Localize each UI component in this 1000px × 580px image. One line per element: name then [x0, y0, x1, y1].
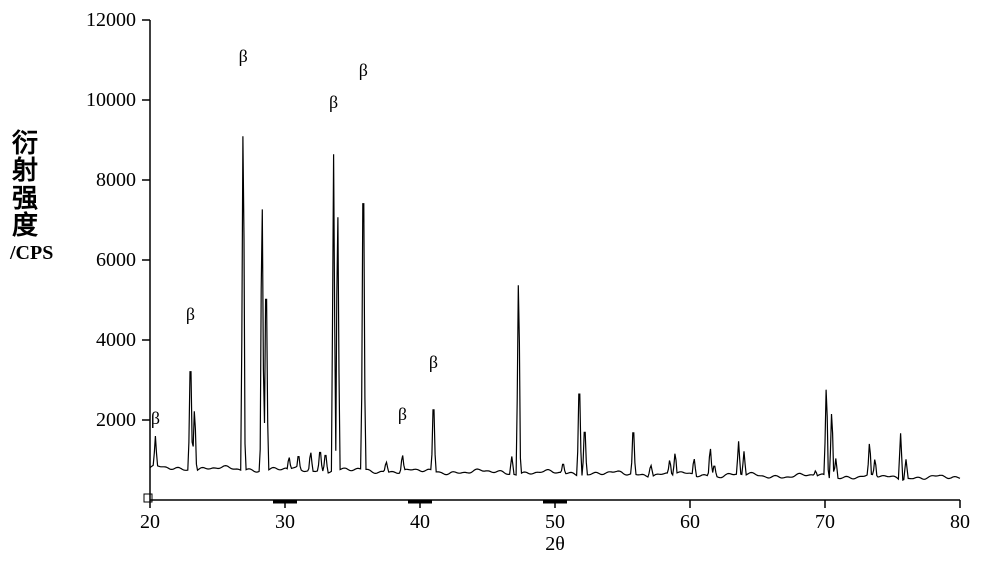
xrd-chart: 衍射强度 /CPS 20 30 40 50 60 70 80 2000 4000 6000 8000… — [10, 10, 990, 570]
y-tick-label: 8000 — [96, 169, 136, 191]
y-tick-label: 10000 — [86, 89, 136, 111]
y-axis-title-unit: /CPS — [10, 243, 40, 264]
y-tick-label: 4000 — [96, 329, 136, 351]
x-tick-label: 30 — [275, 511, 295, 533]
x-tick-label: 80 — [950, 511, 970, 533]
y-tick-label: 6000 — [96, 249, 136, 271]
x-tick-label: 20 — [140, 511, 160, 533]
x-axis-title: 2θ — [545, 533, 565, 555]
peak-label-beta: β — [151, 408, 160, 428]
spectrum-line — [150, 136, 960, 480]
peak-label-beta: β — [429, 352, 438, 372]
peak-label-beta: β — [239, 46, 248, 66]
peak-label-beta: β — [359, 60, 368, 80]
x-tick-label: 50 — [545, 511, 565, 533]
plot-svg: 20 30 40 50 60 70 80 2000 4000 6000 8000 10000 12000… — [10, 10, 990, 570]
peak-label-beta: β — [186, 304, 195, 324]
x-tick-label: 70 — [815, 511, 835, 533]
peak-label-beta: β — [398, 404, 407, 424]
peak-label-beta: β — [329, 92, 338, 112]
y-axis-title: 衍射强度 /CPS — [10, 130, 40, 264]
y-axis-title-cn: 衍射强度 — [10, 130, 40, 239]
x-tick-label: 40 — [410, 511, 430, 533]
origin-marker — [144, 494, 152, 502]
x-tick-label: 60 — [680, 511, 700, 533]
y-tick-label: 12000 — [86, 10, 136, 31]
y-tick-label: 2000 — [96, 409, 136, 431]
